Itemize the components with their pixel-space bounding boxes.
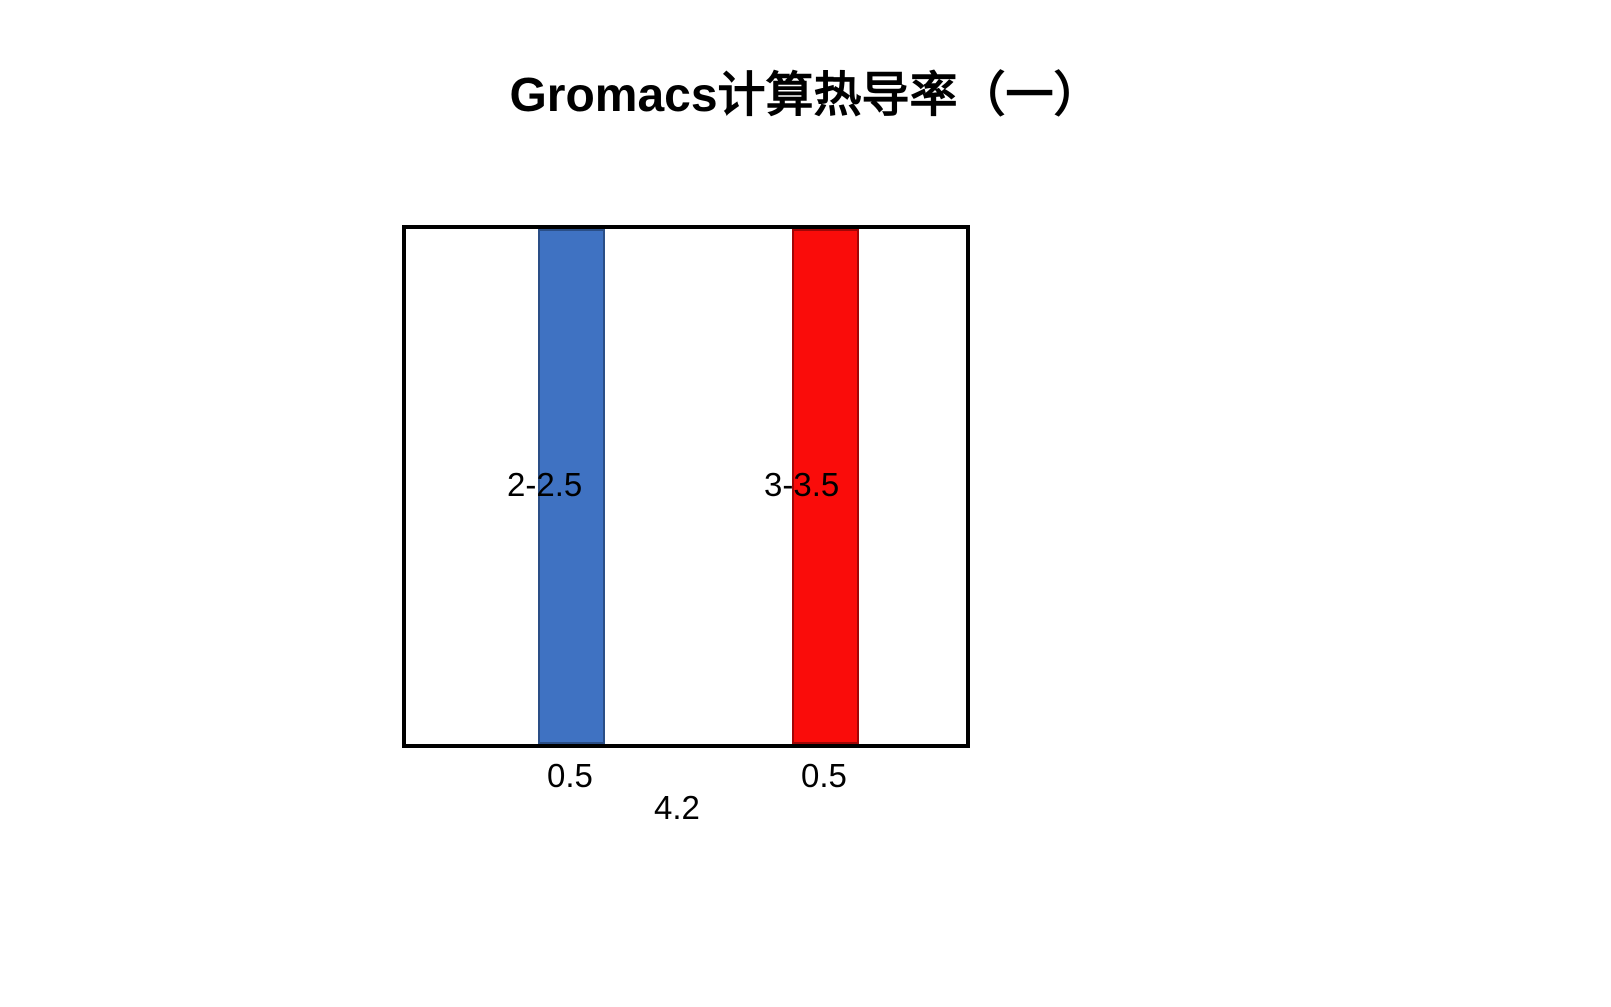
label-red-width: 0.5 xyxy=(801,757,847,795)
page: Gromacs计算热导率（一） 2-2.5 3-3.5 0.5 0.5 4.2 xyxy=(0,0,1611,1007)
label-red-range: 3-3.5 xyxy=(764,466,839,504)
diagram-box xyxy=(402,225,970,748)
label-blue-range: 2-2.5 xyxy=(507,466,582,504)
label-blue-width: 0.5 xyxy=(547,757,593,795)
page-title: Gromacs计算热导率（一） xyxy=(0,55,1611,125)
label-total-width: 4.2 xyxy=(654,789,700,827)
